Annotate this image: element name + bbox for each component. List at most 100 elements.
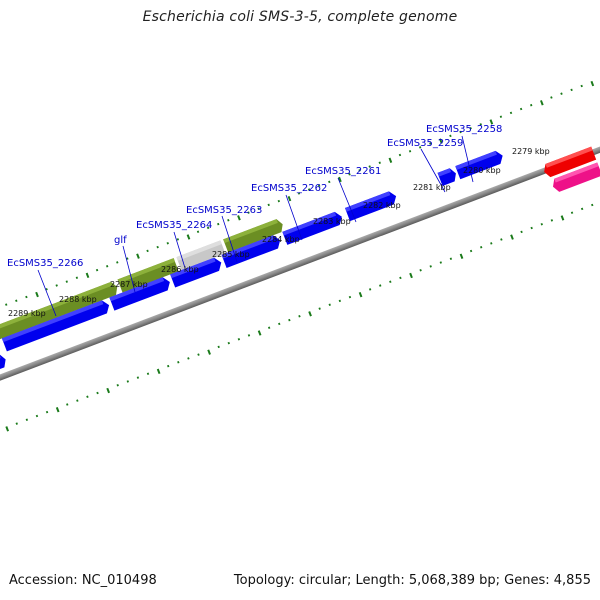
minor-tick — [146, 372, 150, 376]
operon-feature-3[interactable] — [223, 218, 285, 253]
cds-arrow-9[interactable] — [455, 149, 505, 180]
minor-tick — [116, 384, 119, 387]
cds-arrow-1[interactable] — [0, 353, 8, 371]
minor-tick — [95, 268, 99, 272]
minor-tick — [519, 107, 523, 111]
major-tick — [459, 253, 464, 259]
minor-tick — [45, 410, 49, 414]
minor-tick — [318, 307, 321, 310]
minor-tick — [267, 203, 270, 207]
minor-tick — [348, 295, 352, 299]
minor-tick — [247, 211, 250, 214]
minor-tick — [540, 222, 543, 226]
minor-tick — [368, 288, 372, 291]
minor-tick — [196, 230, 200, 234]
minor-tick — [490, 242, 493, 245]
gene-label[interactable]: EcSMS35_2261 — [305, 166, 381, 177]
gene-label[interactable]: glf — [114, 235, 127, 246]
cds-arrow-7[interactable] — [344, 190, 399, 222]
major-tick — [186, 234, 191, 240]
minor-tick — [5, 303, 8, 306]
cds-arrow-3[interactable] — [109, 275, 172, 311]
minor-tick — [197, 353, 200, 356]
minor-tick — [520, 230, 523, 234]
kbp-label: 2281 kbp — [413, 183, 451, 192]
minor-tick — [116, 261, 119, 264]
gap-feature[interactable] — [176, 240, 226, 271]
minor-tick — [550, 219, 554, 222]
red-feature[interactable] — [542, 146, 597, 179]
kbp-label: 2288 kbp — [59, 295, 97, 304]
minor-tick — [368, 165, 371, 168]
minor-tick — [247, 334, 251, 337]
pink-feature[interactable] — [551, 162, 600, 193]
genome-backbone — [0, 134, 600, 389]
minor-tick — [66, 403, 69, 406]
minor-tick — [206, 226, 210, 230]
minor-tick — [439, 261, 442, 264]
gene-label[interactable]: EcSMS35_2264 — [136, 220, 212, 231]
minor-tick — [166, 242, 169, 245]
gene-label[interactable]: EcSMS35_2259 — [387, 138, 463, 149]
major-tick — [85, 272, 90, 279]
minor-tick — [267, 326, 271, 330]
minor-tick — [76, 399, 79, 402]
minor-tick — [419, 268, 422, 272]
minor-tick — [469, 249, 473, 253]
coordinate-tick-ring-outer — [5, 80, 595, 306]
major-tick — [35, 291, 39, 298]
minor-tick — [35, 414, 39, 418]
minor-tick — [15, 299, 18, 303]
minor-tick — [479, 245, 483, 249]
minor-tick — [399, 276, 402, 280]
gene-label[interactable]: EcSMS35_2266 — [7, 258, 83, 269]
cds-arrow-8[interactable] — [437, 167, 459, 186]
minor-tick — [379, 284, 382, 287]
minor-tick — [398, 153, 402, 157]
accession-text: Accession: NC_010498 — [9, 573, 157, 588]
major-tick — [540, 100, 544, 106]
minor-tick — [75, 276, 79, 280]
kbp-label: 2283 kbp — [313, 217, 351, 226]
major-tick — [409, 272, 413, 279]
major-tick — [308, 311, 312, 317]
minor-tick — [570, 211, 574, 214]
minor-tick — [177, 361, 180, 364]
cds-arrow-4[interactable] — [170, 256, 224, 288]
minor-tick — [126, 257, 129, 260]
major-tick — [237, 215, 241, 221]
minor-tick — [449, 134, 452, 138]
minor-tick — [55, 284, 58, 287]
minor-tick — [227, 218, 230, 222]
major-tick — [510, 234, 514, 240]
minor-tick — [429, 265, 432, 268]
operon-feature[interactable] — [0, 281, 120, 345]
gene-label[interactable]: EcSMS35_2263 — [186, 205, 262, 216]
kbp-label: 2280 kbp — [463, 166, 501, 175]
major-tick — [560, 215, 565, 221]
major-tick — [439, 138, 443, 144]
minor-tick — [45, 288, 48, 291]
major-tick — [338, 176, 342, 183]
minor-tick — [257, 207, 260, 210]
minor-tick — [237, 338, 241, 341]
minor-tick — [25, 295, 28, 299]
minor-tick — [509, 111, 513, 115]
kbp-label: 2282 kbp — [363, 201, 401, 210]
gene-label[interactable]: EcSMS35_2258 — [426, 124, 502, 135]
kbp-label: 2279 kbp — [512, 147, 550, 156]
cds-arrow-6[interactable] — [282, 210, 344, 245]
major-tick — [136, 253, 140, 259]
cds-arrow-2[interactable] — [1, 299, 112, 352]
minor-tick — [96, 391, 99, 395]
kbp-label: 2289 kbp — [8, 309, 46, 318]
coordinate-tick-ring-inner — [5, 203, 594, 432]
gene-label[interactable]: EcSMS35_2262 — [251, 183, 327, 194]
minor-tick — [277, 199, 281, 203]
major-tick — [5, 426, 10, 432]
minor-tick — [591, 203, 594, 207]
kbp-label: 2287 kbp — [110, 280, 148, 289]
minor-tick — [317, 184, 321, 187]
